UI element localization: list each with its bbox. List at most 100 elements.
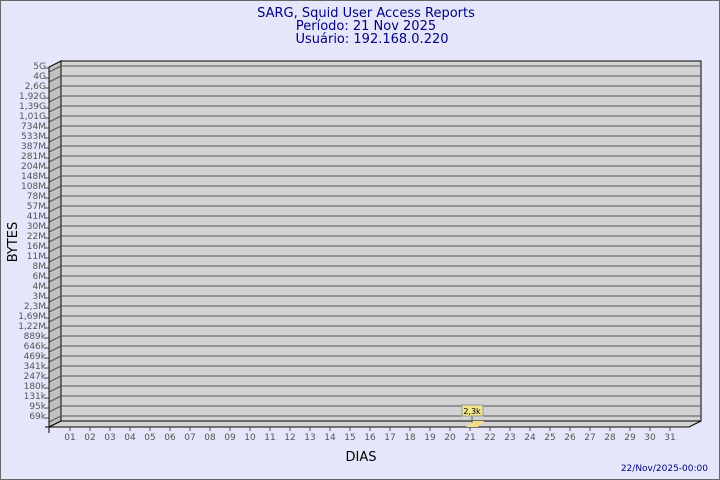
x-tick-label: 10 <box>244 433 256 443</box>
y-tick-label: 734M <box>21 122 46 132</box>
x-tick-label: 11 <box>264 433 275 443</box>
y-tick-label: 41M <box>27 212 46 222</box>
grid-line-side <box>48 225 62 233</box>
x-tick-label: 06 <box>164 433 176 443</box>
y-tick-label: 3M <box>33 292 47 302</box>
grid-line-side <box>48 195 62 203</box>
grid-line-side <box>48 185 62 193</box>
y-tick-label: 2,6G <box>25 82 46 92</box>
x-tick-label: 14 <box>324 433 336 443</box>
grid-line-side <box>48 415 62 423</box>
grid-line-side <box>48 245 62 253</box>
x-tick-label: 30 <box>644 433 656 443</box>
grid-line-side <box>48 355 62 363</box>
x-tick-label: 18 <box>404 433 416 443</box>
grid-line-side <box>48 75 62 83</box>
y-tick-label: 1,39G <box>19 102 46 112</box>
y-tick-label: 5G <box>33 62 46 72</box>
grid-line-side <box>48 105 62 113</box>
x-tick-label: 20 <box>444 433 456 443</box>
y-tick-label: 148M <box>21 172 46 182</box>
x-tick-label: 25 <box>544 433 555 443</box>
y-tick-label: 131k <box>24 392 47 402</box>
x-tick-label: 21 <box>464 433 475 443</box>
grid-line-side <box>48 275 62 283</box>
grid-line-side <box>48 375 62 383</box>
x-tick-label: 31 <box>664 433 675 443</box>
grid-line-side <box>48 95 62 103</box>
y-tick-label: 95k <box>29 402 46 412</box>
grid-line-side <box>48 295 62 303</box>
x-tick-label: 19 <box>424 433 436 443</box>
y-tick-label: 1,69M <box>18 312 46 322</box>
y-tick-label: 4M <box>33 282 47 292</box>
timestamp: 22/Nov/2025-00:00 <box>621 464 708 474</box>
y-tick-label: 387M <box>21 142 46 152</box>
x-tick-label: 05 <box>144 433 155 443</box>
y-tick-label: 247k <box>24 372 47 382</box>
x-tick-label: 03 <box>104 433 115 443</box>
grid-line-side <box>48 405 62 413</box>
y-tick-label: 180k <box>24 382 47 392</box>
y-tick-label: 1,22M <box>18 322 46 332</box>
grid-line-side <box>48 145 62 153</box>
x-tick-label: 26 <box>564 433 576 443</box>
bar-day-21 <box>466 421 484 427</box>
x-tick-label: 28 <box>604 433 616 443</box>
grid-line-side <box>48 335 62 343</box>
x-tick-label: 22 <box>484 433 495 443</box>
grid-line-side <box>48 205 62 213</box>
bar-label-box <box>461 404 484 417</box>
x-tick-label: 13 <box>304 433 315 443</box>
y-tick-label: 533M <box>21 132 46 142</box>
x-tick-label: 09 <box>224 433 236 443</box>
grid-line-side <box>48 385 62 393</box>
x-tick-label: 15 <box>344 433 355 443</box>
x-tick-label: 07 <box>184 433 195 443</box>
chart-title: SARG, Squid User Access Reports <box>257 6 475 21</box>
y-tick-label: 1,92G <box>19 92 46 102</box>
y-tick-label: 8M <box>33 262 47 272</box>
y-tick-label: 646k <box>24 342 47 352</box>
bar-label: 2,3k <box>463 407 481 416</box>
y-tick-label: 204M <box>21 162 46 172</box>
x-tick-label: 27 <box>584 433 595 443</box>
y-tick-label: 57M <box>27 202 46 212</box>
grid-line-side <box>48 285 62 293</box>
y-axis-label: BYTES <box>6 222 21 263</box>
y-tick-label: 11M <box>27 252 46 262</box>
chart-period: Período: 21 Nov 2025 <box>296 19 436 34</box>
grid-line-side <box>48 315 62 323</box>
grid-line-side <box>48 85 62 93</box>
grid-line-side <box>48 345 62 353</box>
x-tick-label: 17 <box>384 433 395 443</box>
y-tick-label: 889k <box>24 332 47 342</box>
back-wall <box>60 60 702 422</box>
y-tick-label: 281M <box>21 152 46 162</box>
x-tick-label: 29 <box>624 433 636 443</box>
grid-line-side <box>48 235 62 243</box>
chart-user: Usuário: 192.168.0.220 <box>295 32 448 47</box>
y-tick-label: 6M <box>33 272 47 282</box>
floor <box>48 420 702 428</box>
x-tick-label: 02 <box>84 433 95 443</box>
y-tick-label: 30M <box>27 222 46 232</box>
y-tick-label: 69k <box>29 412 46 422</box>
y-tick-label: 1,01G <box>19 112 46 122</box>
grid-line-side <box>48 115 62 123</box>
grid-line-side <box>48 175 62 183</box>
y-tick-label: 108M <box>21 182 46 192</box>
y-tick-label: 16M <box>27 242 46 252</box>
x-tick-label: 12 <box>284 433 295 443</box>
grid-line-side <box>48 255 62 263</box>
y-tick-label: 469k <box>24 352 47 362</box>
grid-line-side <box>48 135 62 143</box>
y-tick-label: 78M <box>27 192 46 202</box>
x-tick-label: 23 <box>504 433 515 443</box>
x-tick-label: 16 <box>364 433 376 443</box>
y-tick-label: 2,3M <box>24 302 46 312</box>
x-tick-label: 04 <box>124 433 136 443</box>
x-tick-label: 08 <box>204 433 216 443</box>
grid-line-side <box>48 305 62 313</box>
